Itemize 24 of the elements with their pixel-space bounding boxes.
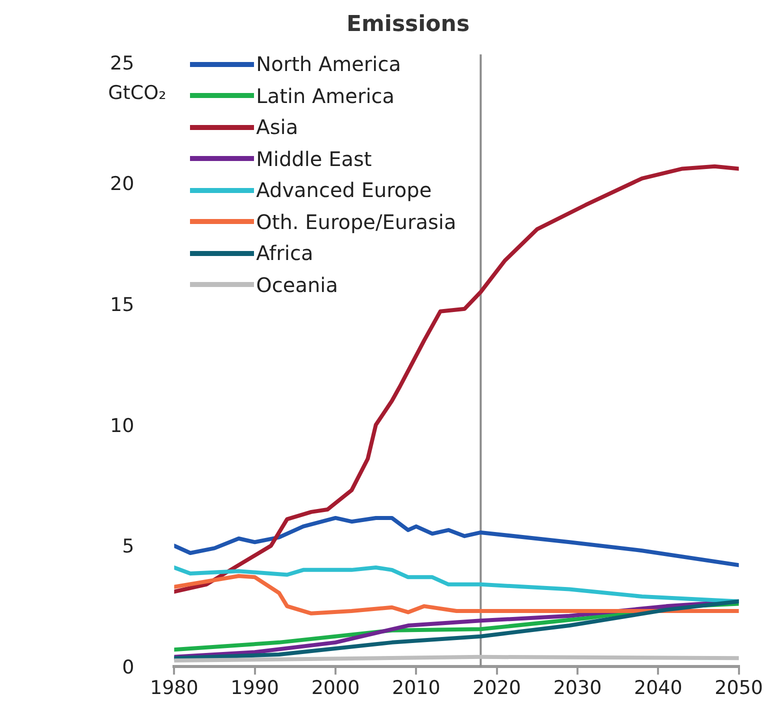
y-tick-label: 15 bbox=[110, 294, 134, 316]
legend-label: Latin America bbox=[256, 84, 395, 108]
legend-label: Africa bbox=[256, 241, 314, 266]
legend-label: Advanced Europe bbox=[256, 178, 432, 202]
x-tick-label: 2030 bbox=[553, 676, 602, 699]
y-axis-title: GtCO₂ bbox=[108, 82, 166, 104]
x-tick-label: 2050 bbox=[714, 676, 764, 699]
y-tick-label: 0 bbox=[122, 656, 134, 679]
x-tick-label: 2020 bbox=[472, 676, 522, 699]
y-tick-label: 20 bbox=[110, 173, 134, 196]
y-tick-label: 10 bbox=[110, 414, 134, 437]
legend-label: Asia bbox=[256, 115, 298, 140]
y-tick-label: 5 bbox=[122, 536, 134, 558]
legend-label: Middle East bbox=[256, 146, 372, 171]
legend-label: Oth. Europe/Eurasia bbox=[256, 210, 456, 234]
x-tick-label: 2010 bbox=[392, 676, 440, 699]
chart-title: Emissions bbox=[346, 12, 470, 37]
x-tick-label: 1990 bbox=[230, 676, 280, 699]
x-tick-label: 1980 bbox=[150, 676, 198, 699]
x-tick-label: 2000 bbox=[311, 676, 360, 699]
y-tick-label: 25 bbox=[110, 52, 134, 74]
legend-label: North America bbox=[256, 52, 401, 76]
legend-label: Oceania bbox=[256, 272, 338, 297]
x-tick-label: 2040 bbox=[634, 676, 682, 699]
